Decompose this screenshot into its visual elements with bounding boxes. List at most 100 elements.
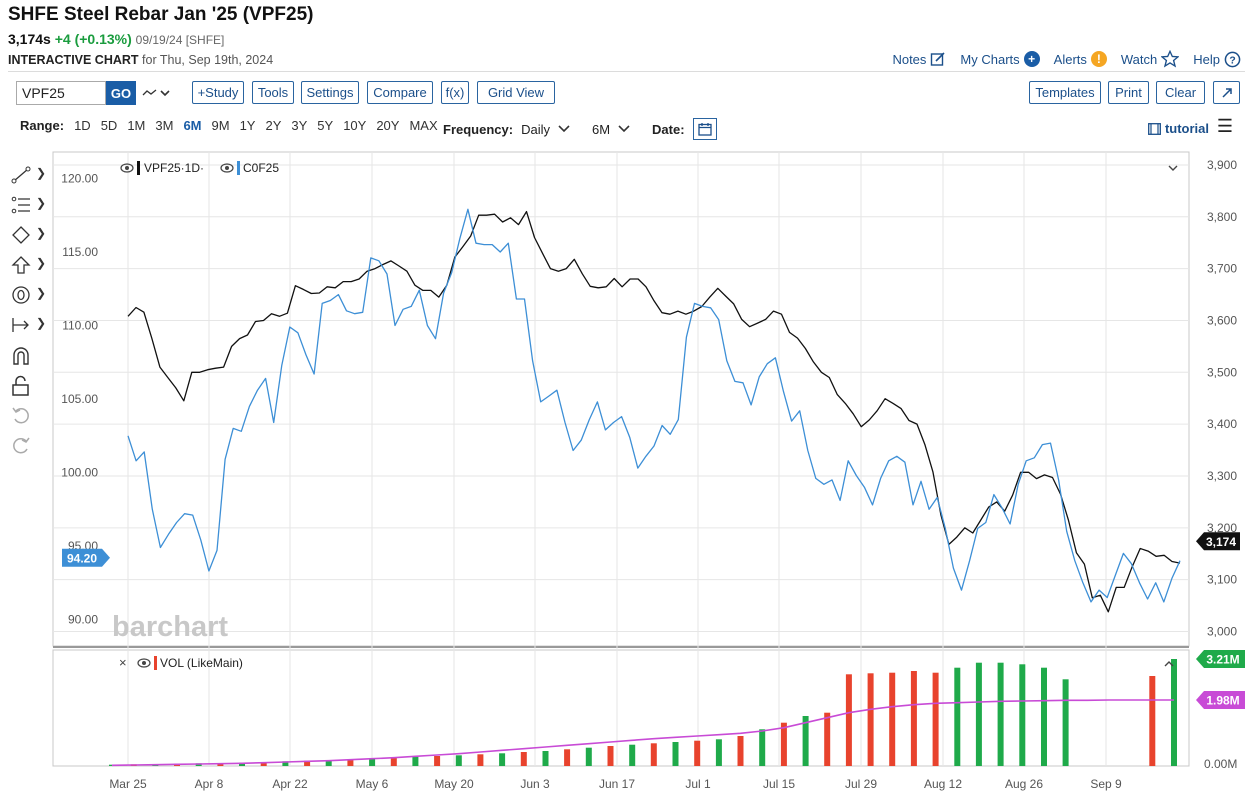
watch-link[interactable]: Watch <box>1121 50 1180 68</box>
chart-series <box>127 208 1181 613</box>
volume-tag-value: 1.98M <box>1206 694 1239 708</box>
last-price: 3,174s <box>8 31 51 47</box>
alerts-link[interactable]: Alerts ! <box>1054 51 1107 67</box>
lock-tool[interactable] <box>10 375 46 397</box>
chevron-down-icon <box>558 125 570 133</box>
legend-swatch-c0f25 <box>237 161 240 175</box>
chevron-down-icon[interactable] <box>1168 165 1178 171</box>
clear-button[interactable]: Clear <box>1156 81 1205 104</box>
eye-icon[interactable] <box>220 163 234 173</box>
eye-icon[interactable] <box>120 163 134 173</box>
volume-bar <box>520 752 527 766</box>
volume-bar <box>239 762 245 766</box>
range-option-max[interactable]: MAX <box>409 118 438 133</box>
period-select[interactable]: 6M <box>592 122 630 137</box>
annotation-tool[interactable]: ❯ <box>10 285 46 307</box>
grid-view-button[interactable]: Grid View <box>477 81 555 104</box>
shapes-icon <box>12 226 30 244</box>
tutorial-label: tutorial <box>1164 121 1209 136</box>
range-option-6m[interactable]: 6M <box>183 118 202 133</box>
settings-button[interactable]: Settings <box>301 81 359 104</box>
tools-button[interactable]: Tools <box>252 81 294 104</box>
volume-bar <box>542 751 549 766</box>
trendline-tool[interactable]: ❯ <box>10 165 46 187</box>
x-tick-label: Sep 9 <box>1090 777 1122 791</box>
volume-bar <box>1062 679 1069 766</box>
quote-meta: 09/19/24 [SHFE] <box>135 33 225 47</box>
volume-bar <box>347 759 354 766</box>
my-charts-label: My Charts <box>960 51 1020 67</box>
compare-button[interactable]: Compare <box>367 81 433 104</box>
redo-tool[interactable] <box>10 435 46 457</box>
quote-line: 3,174s +4 (+0.13%) 09/19/24 [SHFE] <box>8 31 224 47</box>
my-charts-link[interactable]: My Charts + <box>960 51 1040 67</box>
chevron-right-icon: ❯ <box>35 256 46 270</box>
volume-bar <box>629 744 636 766</box>
notes-link[interactable]: Notes <box>892 51 946 67</box>
volume-bar <box>672 742 679 766</box>
chevron-down-icon <box>618 125 630 133</box>
measure-icon <box>12 318 29 332</box>
eye-icon[interactable] <box>137 658 151 668</box>
volume-bar <box>477 754 484 766</box>
axis-labels: Mar 25 Apr 8 Apr 22 May 6 May 20 Jun 3 Jun 17 J… <box>61 158 1245 791</box>
notes-label: Notes <box>892 51 927 67</box>
volume-bar <box>997 662 1004 766</box>
range-option-9m[interactable]: 9M <box>211 118 230 133</box>
y-right-tick-label: 3,700 <box>1207 262 1237 276</box>
chevron-up-icon[interactable] <box>1164 661 1174 667</box>
magnet-tool[interactable] <box>10 345 46 367</box>
watermark: barchart <box>112 611 228 643</box>
range-option-20y[interactable]: 20Y <box>376 118 400 133</box>
range-option-3y[interactable]: 3Y <box>291 118 308 133</box>
magnet-icon <box>13 347 29 365</box>
alerts-label: Alerts <box>1053 51 1087 67</box>
date-picker-button[interactable] <box>692 118 717 140</box>
volume-bar <box>824 712 831 766</box>
fx-button[interactable]: f(x) <box>441 81 469 104</box>
measure-tool[interactable]: ❯ <box>10 315 46 337</box>
x-tick-label: Jul 29 <box>845 777 877 791</box>
alert-icon: ! <box>1090 51 1107 67</box>
fibonacci-tool[interactable]: ❯ <box>10 195 46 217</box>
shapes-tool[interactable]: ❯ <box>10 225 46 247</box>
range-option-10y[interactable]: 10Y <box>343 118 367 133</box>
volume-bar <box>1019 664 1026 766</box>
range-option-1d[interactable]: 1D <box>74 118 91 133</box>
svg-text:?: ? <box>1229 55 1235 66</box>
volume-bar <box>1149 676 1156 766</box>
arrow-tool[interactable]: ❯ <box>10 255 46 277</box>
volume-bar <box>737 736 744 766</box>
print-button[interactable]: Print <box>1108 81 1149 104</box>
range-option-3m[interactable]: 3M <box>155 118 174 133</box>
calendar-icon <box>697 123 712 136</box>
tutorial-link[interactable]: tutorial <box>1147 121 1209 136</box>
volume-bar <box>607 746 614 766</box>
menu-icon[interactable]: ☰ <box>1216 116 1233 136</box>
volume-bar <box>910 671 917 766</box>
range-option-1y[interactable]: 1Y <box>239 118 256 133</box>
range-option-2y[interactable]: 2Y <box>265 118 282 133</box>
period-value: 6M <box>591 121 611 137</box>
symbol-input[interactable]: VPF25 <box>16 81 106 105</box>
frequency-label: Frequency: <box>443 121 514 137</box>
range-option-5d[interactable]: 5D <box>100 118 118 133</box>
go-button[interactable]: GO <box>106 81 136 105</box>
range-option-5y[interactable]: 5Y <box>317 118 334 133</box>
date-label: Date: <box>652 121 685 137</box>
expand-button[interactable] <box>1213 81 1240 104</box>
study-button[interactable]: +Study <box>192 81 244 104</box>
y-right-tick-label: 3,300 <box>1207 469 1237 483</box>
close-icon[interactable]: × <box>119 655 127 670</box>
volume-bar <box>564 749 571 766</box>
templates-button[interactable]: Templates <box>1029 81 1101 104</box>
chart-type-icon[interactable] <box>142 86 172 100</box>
undo-tool[interactable] <box>10 405 46 427</box>
x-tick-label: Apr 22 <box>272 777 308 791</box>
star-icon <box>1161 50 1180 68</box>
help-link[interactable]: Help ? <box>1193 51 1241 68</box>
range-option-1m[interactable]: 1M <box>127 118 146 133</box>
frequency-select[interactable]: Daily <box>521 122 570 137</box>
x-tick-label: Aug 12 <box>924 777 962 791</box>
